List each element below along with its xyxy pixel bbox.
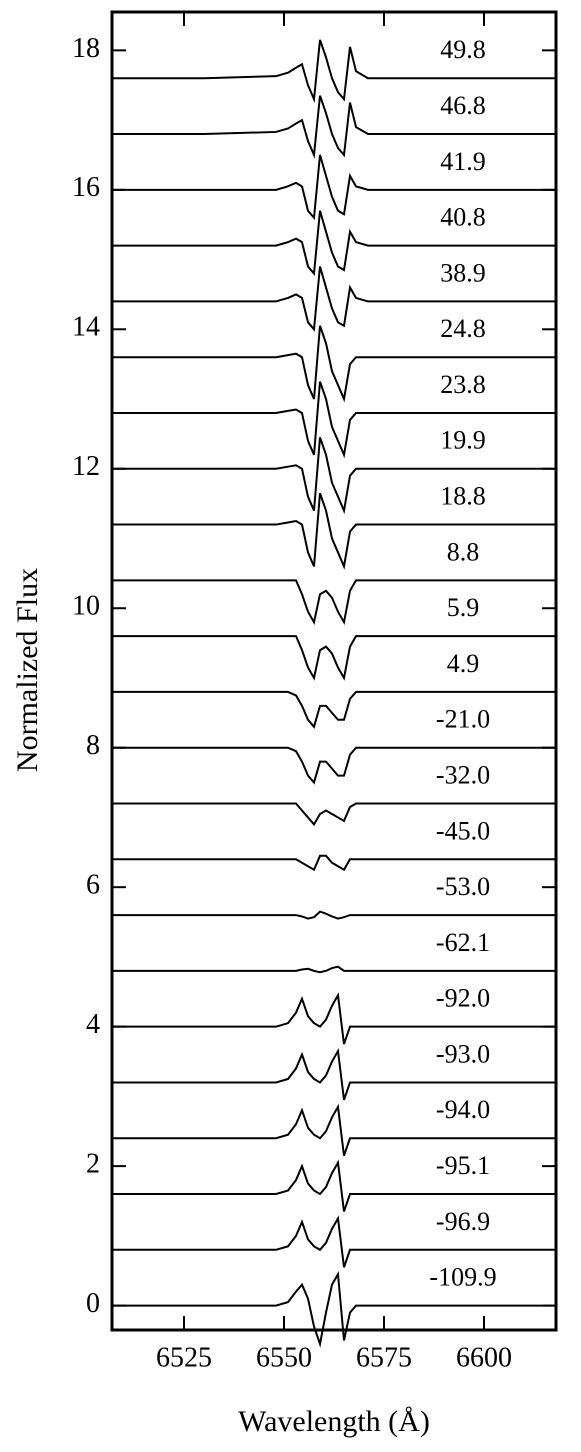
spectrum-label: 41.9	[440, 147, 486, 176]
spectrum-label: -21.0	[436, 705, 490, 734]
y-tick-label: 18	[72, 33, 100, 64]
spectrum-line	[112, 95, 556, 159]
spectrum-label: -109.9	[429, 1263, 496, 1292]
spectrum-line	[112, 154, 556, 221]
spectrum-label: -95.1	[436, 1151, 490, 1180]
spectrum-label: -93.0	[436, 1039, 490, 1068]
x-tick-label: 6550	[256, 1342, 312, 1373]
y-tick-label: 4	[86, 1009, 100, 1040]
y-tick-label: 12	[72, 451, 100, 482]
spectrum-line	[112, 854, 556, 872]
spectrum-label: -92.0	[436, 984, 490, 1013]
spectrum-line	[112, 437, 556, 515]
y-tick-label: 2	[86, 1149, 100, 1180]
spectrum-label: -94.0	[436, 1095, 490, 1124]
spectrum-label: 23.8	[440, 370, 486, 399]
x-tick-label: 6525	[156, 1342, 212, 1373]
spectrum-label: 46.8	[440, 91, 486, 120]
spectrum-line	[112, 690, 556, 729]
y-tick-label: 8	[86, 730, 100, 761]
y-tick-label: 14	[72, 312, 100, 343]
spectrum-line	[112, 802, 556, 827]
spectrum-label: -96.9	[436, 1207, 490, 1236]
spectrum-line	[112, 266, 556, 332]
spectrum-label: 8.8	[447, 537, 480, 566]
spectrum-label: -32.0	[436, 760, 490, 789]
spectrum-label: 4.9	[447, 649, 480, 678]
spectrum-line	[112, 381, 556, 459]
y-tick-label: 10	[72, 591, 100, 622]
plot-frame	[110, 10, 558, 1332]
spectrum-line	[112, 965, 556, 974]
spectrum-line	[112, 746, 556, 785]
x-tick-label: 6600	[456, 1342, 512, 1373]
spectrum-line	[112, 492, 556, 570]
spectrum-label: -62.1	[436, 928, 490, 957]
spectrum-line	[112, 1103, 556, 1156]
spectrum-line	[112, 1047, 556, 1101]
spectrum-line	[112, 39, 556, 104]
spectrum-label: -45.0	[436, 816, 490, 845]
y-tick-label: 0	[86, 1288, 100, 1319]
spectrum-label: -53.0	[436, 872, 490, 901]
spectrum-line	[112, 910, 556, 920]
spectrum-label: 5.9	[447, 593, 480, 622]
y-tick-label: 6	[86, 870, 100, 901]
spectrum-line	[112, 579, 556, 626]
spectrum-label: 40.8	[440, 203, 486, 232]
spectrum-label: 18.8	[440, 482, 486, 511]
spectrum-line	[112, 1215, 556, 1268]
y-axis-title: Normalized Flux	[11, 568, 44, 772]
spectrum-label: 49.8	[440, 35, 486, 64]
spectrum-label: 38.9	[440, 258, 486, 287]
spectrum-label: 24.8	[440, 314, 486, 343]
spectrum-line	[112, 325, 556, 403]
x-axis-title: Wavelength (Å)	[238, 1405, 430, 1438]
spectrum-line	[112, 992, 556, 1045]
spectrum-line	[112, 1159, 556, 1212]
y-tick-label: 16	[72, 172, 100, 203]
spectrum-line	[112, 635, 556, 681]
x-tick-label: 6575	[356, 1342, 412, 1373]
spectrum-label: 19.9	[440, 426, 486, 455]
spectrum-line	[112, 1270, 556, 1348]
spectrum-line	[112, 210, 556, 276]
